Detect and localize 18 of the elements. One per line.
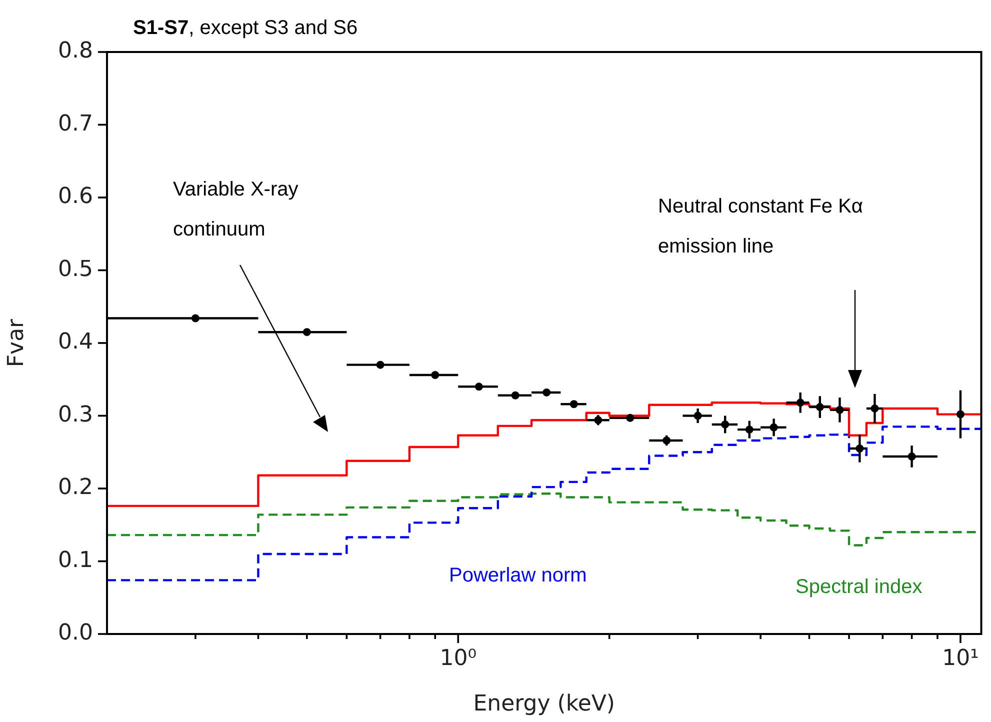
annotation: Variable X-ray continuum	[173, 178, 298, 241]
y-tick-label: 0.1	[58, 548, 93, 573]
y-tick-label: 0.0	[58, 620, 93, 646]
x-axis-title: Energy (keV)	[473, 692, 615, 717]
x-tick-label: 10⁰	[440, 646, 477, 671]
y-tick-label: 0.3	[58, 402, 93, 428]
x-tick-label: 10¹	[942, 646, 979, 671]
text: Spectral index	[795, 576, 922, 598]
y-tick-label: 0.4	[58, 330, 93, 355]
y-tick-label: 0.6	[58, 184, 93, 210]
y-tick-label: 0.7	[58, 111, 93, 136]
y-axis-title: Fvar	[4, 318, 29, 368]
y-tick-label: 0.2	[58, 475, 93, 500]
chart-title: S1-S7, except S3 and S6	[133, 17, 358, 39]
annotation: Neutral constant Fe Kα emission line	[658, 196, 863, 258]
y-tick-label: 0.8	[58, 38, 93, 64]
y-tick-label: 0.5	[58, 256, 93, 282]
text: Powerlaw norm	[448, 564, 587, 586]
